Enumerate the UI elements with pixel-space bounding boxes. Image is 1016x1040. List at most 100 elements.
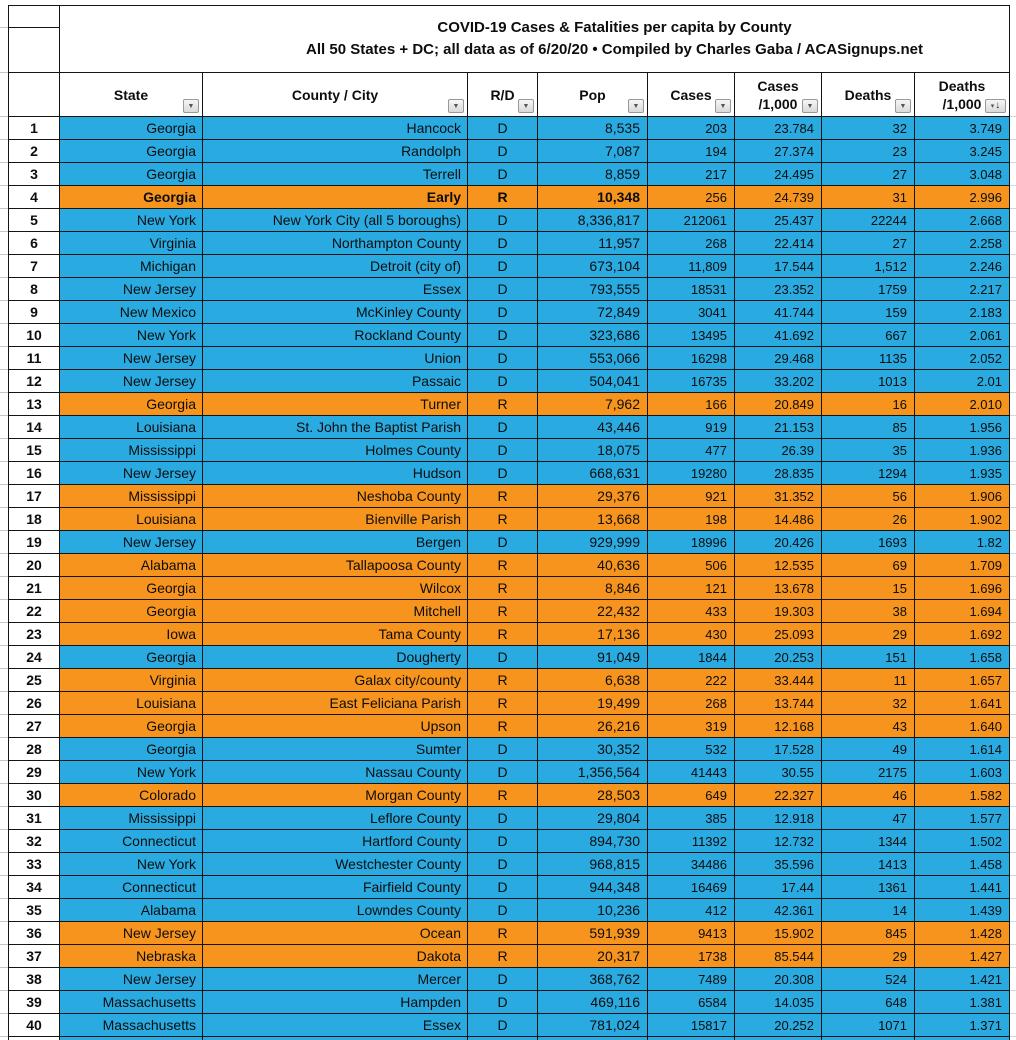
row-number[interactable]: 24 [8, 646, 60, 669]
cell-state[interactable]: New York [60, 324, 203, 347]
cell-state[interactable]: Mississippi [60, 485, 203, 508]
filter-button-rd[interactable]: ▼ [518, 99, 534, 113]
cell-county[interactable]: Fairfield County [203, 876, 468, 899]
cell-pop[interactable]: 1,356,564 [538, 761, 648, 784]
row-number[interactable]: 15 [8, 439, 60, 462]
cell-county[interactable]: Hartford County [203, 830, 468, 853]
cell-cases[interactable]: 203 [648, 117, 735, 140]
row-number[interactable]: 29 [8, 761, 60, 784]
cell-deaths[interactable]: 26 [822, 508, 915, 531]
cell-deaths[interactable]: 35 [822, 439, 915, 462]
cell-deaths[interactable]: 1413 [822, 853, 915, 876]
cell-state[interactable]: Georgia [60, 646, 203, 669]
cell-cases-per-1000[interactable]: 20.308 [735, 968, 822, 991]
cell-cases[interactable]: 121 [648, 577, 735, 600]
row-number[interactable]: 7 [8, 255, 60, 278]
cell-deaths-per-1000[interactable]: 2.217 [915, 278, 1010, 301]
cell-county[interactable]: McKinley County [203, 301, 468, 324]
cell-cases[interactable]: 16298 [648, 347, 735, 370]
cell-state[interactable]: Colorado [60, 784, 203, 807]
cell-cases[interactable]: 16469 [648, 876, 735, 899]
cell-county[interactable]: Detroit (city of) [203, 255, 468, 278]
cell-state[interactable]: New Jersey [60, 278, 203, 301]
cell-party[interactable]: R [468, 669, 538, 692]
cell-cases[interactable]: 412 [648, 899, 735, 922]
cell-cases-per-1000[interactable]: 25.093 [735, 623, 822, 646]
row-number[interactable]: 14 [8, 416, 60, 439]
cell-deaths-per-1000[interactable]: 1.603 [915, 761, 1010, 784]
cell-deaths-per-1000[interactable]: 1.696 [915, 577, 1010, 600]
cell-party[interactable]: R [468, 485, 538, 508]
filter-button-deaths[interactable]: ▼ [895, 99, 911, 113]
cell-party[interactable]: D [468, 140, 538, 163]
cell-state[interactable]: Iowa [60, 623, 203, 646]
cell-deaths-per-1000[interactable]: 1.82 [915, 531, 1010, 554]
cell-pop[interactable]: 22,432 [538, 600, 648, 623]
cell-deaths[interactable]: 29 [822, 945, 915, 968]
cell-deaths[interactable]: 32 [822, 117, 915, 140]
cell-state[interactable]: Georgia [60, 117, 203, 140]
cell-deaths[interactable]: 159 [822, 301, 915, 324]
cell-party[interactable]: R [468, 508, 538, 531]
cell-pop[interactable]: 553,066 [538, 347, 648, 370]
row-number[interactable]: 22 [8, 600, 60, 623]
cell-party[interactable]: D [468, 876, 538, 899]
cell-deaths[interactable]: 1361 [822, 876, 915, 899]
row-number[interactable]: 25 [8, 669, 60, 692]
cell-county[interactable]: Morgan County [203, 784, 468, 807]
cell-pop[interactable]: 13,668 [538, 508, 648, 531]
cell-deaths-per-1000[interactable]: 1.658 [915, 646, 1010, 669]
cell-deaths-per-1000[interactable]: 2.052 [915, 347, 1010, 370]
cell-deaths-per-1000[interactable]: 1.421 [915, 968, 1010, 991]
cell-pop[interactable]: 8,535 [538, 117, 648, 140]
cell-pop[interactable]: 944,348 [538, 876, 648, 899]
cell-county[interactable]: Wilcox [203, 577, 468, 600]
cell-cases[interactable]: 1844 [648, 646, 735, 669]
filter-button-county[interactable]: ▼ [448, 99, 464, 113]
cell-cases-per-1000[interactable]: 33.444 [735, 669, 822, 692]
row-number[interactable]: 40 [8, 1014, 60, 1037]
cell-cases-per-1000[interactable]: 12.535 [735, 554, 822, 577]
cell-pop[interactable]: 7,962 [538, 393, 648, 416]
cell-cases[interactable]: 433 [648, 600, 735, 623]
row-number[interactable]: 10 [8, 324, 60, 347]
cell-state[interactable]: Mississippi [60, 807, 203, 830]
cell-cases-per-1000[interactable]: 21.153 [735, 416, 822, 439]
cell-party[interactable]: R [468, 577, 538, 600]
cell-county[interactable]: Early [203, 186, 468, 209]
row-number[interactable]: 35 [8, 899, 60, 922]
cell-party[interactable]: D [468, 1014, 538, 1037]
row-number[interactable]: 26 [8, 692, 60, 715]
cell-pop[interactable]: 8,846 [538, 577, 648, 600]
cell-deaths-per-1000[interactable]: 1.428 [915, 922, 1010, 945]
row-number[interactable]: 34 [8, 876, 60, 899]
cell-pop[interactable]: 30,352 [538, 738, 648, 761]
cell-state[interactable]: New Jersey [60, 531, 203, 554]
cell-county[interactable]: Westchester County [203, 853, 468, 876]
cell-deaths[interactable]: 1,512 [822, 255, 915, 278]
cell-pop[interactable]: 8,336,817 [538, 209, 648, 232]
cell-pop[interactable]: 469,116 [538, 991, 648, 1014]
cell-county[interactable]: Dougherty [203, 646, 468, 669]
cell-cases-per-1000[interactable]: 22.327 [735, 784, 822, 807]
cell-deaths-per-1000[interactable]: 1.381 [915, 991, 1010, 1014]
cell-county[interactable]: Hampden [203, 991, 468, 1014]
cell-deaths[interactable]: 151 [822, 646, 915, 669]
cell-cases-per-1000[interactable]: 41.692 [735, 324, 822, 347]
cell-pop[interactable]: 793,555 [538, 278, 648, 301]
cell-party[interactable]: D [468, 117, 538, 140]
cell-cases-per-1000[interactable]: 12.918 [735, 807, 822, 830]
cell-pop[interactable]: 43,446 [538, 416, 648, 439]
cell-cases[interactable]: 18996 [648, 531, 735, 554]
cell-party[interactable]: D [468, 830, 538, 853]
cell-cases[interactable]: 919 [648, 416, 735, 439]
cell-pop[interactable]: 29,376 [538, 485, 648, 508]
cell-deaths[interactable]: 667 [822, 324, 915, 347]
cell-cases[interactable]: 256 [648, 186, 735, 209]
cell-deaths[interactable]: 1693 [822, 531, 915, 554]
cell-cases[interactable]: 921 [648, 485, 735, 508]
header-state[interactable]: State ▼ [60, 73, 203, 117]
cell-pop[interactable]: 504,041 [538, 370, 648, 393]
row-number[interactable]: 31 [8, 807, 60, 830]
cell-cases[interactable]: 222 [648, 669, 735, 692]
